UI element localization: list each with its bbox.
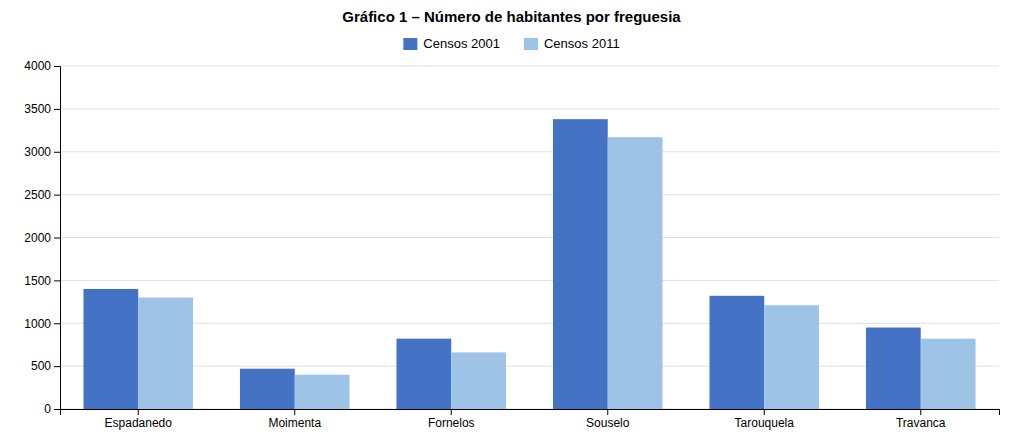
legend-swatch <box>403 38 417 50</box>
bar <box>866 328 921 409</box>
y-tick: 500 <box>31 359 60 373</box>
tick-mark <box>54 366 60 367</box>
y-tick-label: 500 <box>31 359 51 373</box>
y-tick-label: 3500 <box>24 102 51 116</box>
y-tick-label: 3000 <box>24 145 51 159</box>
tick-mark <box>54 409 60 410</box>
y-axis: 0 500 1000 1500 2000 2500 3000 3500 4000 <box>24 59 60 416</box>
y-tick: 4000 <box>24 59 60 73</box>
bar <box>396 339 451 409</box>
y-tick: 1000 <box>24 317 60 331</box>
grid-line <box>60 194 999 195</box>
axis-line <box>54 67 61 410</box>
y-tick-label: 2500 <box>24 188 51 202</box>
x-tick: Moimenta <box>268 409 321 430</box>
grid <box>60 66 999 409</box>
legend: Censos 2001 Censos 2011 <box>403 36 619 51</box>
x-tick-label: Fornelos <box>428 416 475 430</box>
bar <box>240 369 295 409</box>
bar <box>709 296 764 409</box>
x-tick: Tarouquela <box>735 409 795 430</box>
bar <box>295 375 350 409</box>
grid-line <box>60 108 999 109</box>
bar-series <box>138 137 975 409</box>
bar <box>451 352 506 409</box>
legend-label: Censos 2011 <box>544 36 620 51</box>
x-axis: Espadanedo Moimenta Fornelos Souselo Tarouqu… <box>61 409 1000 430</box>
chart: Gráfico 1 – Número de habitantes por fre… <box>0 0 1023 445</box>
grid-line <box>60 237 999 238</box>
y-tick-label: 2000 <box>24 231 51 245</box>
y-tick: 1500 <box>24 274 60 288</box>
legend-item: Censos 2011 <box>524 36 620 51</box>
bars <box>83 119 975 409</box>
tick-mark <box>54 323 60 324</box>
y-tick: 2000 <box>24 231 60 245</box>
bar <box>764 305 819 409</box>
tick-mark <box>54 238 60 239</box>
bar <box>921 339 976 409</box>
grid-line <box>60 323 999 324</box>
x-tick-label: Tarouquela <box>735 416 795 430</box>
x-tick-label: Moimenta <box>268 416 321 430</box>
grid-line <box>60 151 999 152</box>
bar <box>608 137 663 409</box>
y-tick: 2500 <box>24 188 60 202</box>
bar <box>138 298 193 409</box>
tick-mark <box>920 409 921 415</box>
tick-mark <box>294 409 295 415</box>
x-tick: Espadanedo <box>105 409 173 430</box>
grid-line <box>60 280 999 281</box>
y-tick-label: 4000 <box>24 59 51 73</box>
x-tick: Travanca <box>896 409 946 430</box>
tick-mark <box>138 409 139 415</box>
y-tick: 3000 <box>24 145 60 159</box>
bar <box>553 119 608 409</box>
grid-line <box>60 66 999 67</box>
tick-mark <box>54 280 60 281</box>
legend-item: Censos 2001 <box>403 36 500 51</box>
tick-mark <box>451 409 452 415</box>
x-tick: Fornelos <box>428 409 475 430</box>
tick-mark <box>54 152 60 153</box>
tick-mark <box>607 409 608 415</box>
x-tick-label: Espadanedo <box>105 416 173 430</box>
y-tick-label: 1000 <box>24 317 51 331</box>
tick-mark <box>764 409 765 415</box>
x-tick: Souselo <box>586 409 630 430</box>
y-tick-label: 1500 <box>24 274 51 288</box>
bar <box>83 289 138 409</box>
y-tick-label: 0 <box>44 402 51 416</box>
bar-series <box>83 119 920 409</box>
x-tick-label: Travanca <box>896 416 946 430</box>
tick-mark <box>54 109 60 110</box>
grid-line <box>60 366 999 367</box>
axis-line <box>61 410 1000 416</box>
x-tick-label: Souselo <box>586 416 630 430</box>
y-tick: 0 <box>44 402 60 416</box>
legend-swatch <box>524 38 538 50</box>
legend-label: Censos 2001 <box>423 36 500 51</box>
tick-mark <box>54 195 60 196</box>
title: Gráfico 1 – Número de habitantes por fre… <box>342 8 681 25</box>
y-tick: 3500 <box>24 102 60 116</box>
tick-mark <box>54 66 60 67</box>
plot: Espadanedo Moimenta Fornelos Souselo Tarouqu… <box>24 59 999 429</box>
